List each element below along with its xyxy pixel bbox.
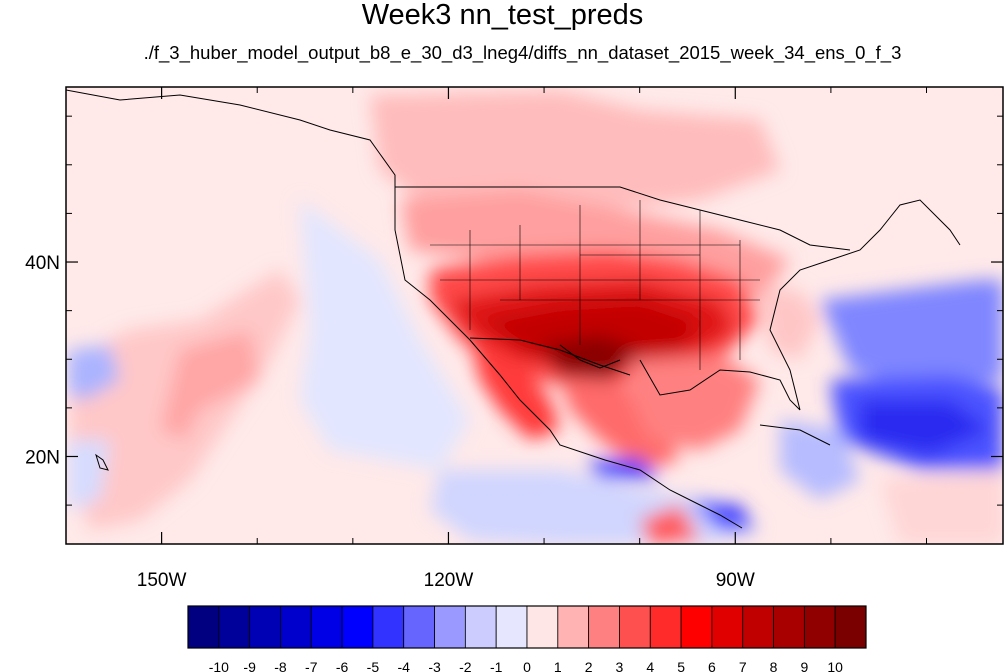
anomaly-region <box>480 300 700 370</box>
anomaly-region <box>540 335 640 380</box>
us-mexico-border <box>469 337 631 376</box>
anomaly-region <box>880 470 1003 544</box>
colorbar-label: 3 <box>616 659 624 672</box>
anomaly-region <box>585 458 660 480</box>
colorbar-swatch <box>280 605 312 649</box>
colorbar-label: -10 <box>209 659 229 672</box>
colorbar-swatch <box>742 605 774 649</box>
colorbar-label: 1 <box>554 659 562 672</box>
colorbar-label: -5 <box>367 659 380 672</box>
y-tick-label: 40N <box>25 253 60 274</box>
colorbar-label: -8 <box>274 659 287 672</box>
colorbar-swatch <box>372 605 405 649</box>
hawaii-outline <box>95 453 109 471</box>
colorbar-swatch <box>773 605 805 649</box>
north-america-coastline <box>66 89 961 529</box>
x-tick-label: 120W <box>424 570 474 591</box>
colorbar-label: 8 <box>770 659 778 672</box>
chart-subtitle: ./f_3_huber_model_output_b8_e_30_d3_lneg… <box>143 42 902 63</box>
colorbar-swatch <box>834 605 867 649</box>
colorbar-swatch <box>557 605 590 649</box>
colorbar-swatch <box>249 605 281 649</box>
coastlines <box>66 89 961 529</box>
colorbar-label: -9 <box>243 659 256 672</box>
plot-frame <box>65 86 1004 545</box>
colorbar-label: 4 <box>646 659 654 672</box>
colorbar-swatch <box>218 605 251 649</box>
colorbar-swatch <box>495 605 528 649</box>
chart-title: Week3 nn_test_preds <box>361 0 644 31</box>
colorbar-swatch <box>464 605 497 649</box>
colorbar-label: 6 <box>708 659 716 672</box>
anomaly-region <box>560 380 680 470</box>
colorbar-label: -7 <box>305 659 318 672</box>
colorbar-swatch <box>803 605 836 649</box>
plot-area <box>66 87 1003 544</box>
colorbar-swatch <box>680 605 713 649</box>
colorbar-label: 9 <box>800 659 808 672</box>
colorbar-swatch <box>341 605 374 649</box>
anomaly-region <box>690 500 755 530</box>
colorbar-swatch <box>649 605 682 649</box>
y-tick-label: 20N <box>25 447 60 468</box>
colorbar-label: 0 <box>523 659 531 672</box>
colorbar-swatch <box>310 605 343 649</box>
cuba-outline <box>759 424 831 446</box>
anomaly-region <box>630 355 760 450</box>
colorbar-label: -6 <box>336 659 349 672</box>
colorbar-swatch <box>711 605 744 649</box>
us-canada-border <box>395 186 851 251</box>
colorbar-label: 2 <box>585 659 593 672</box>
colorbar-label: 10 <box>827 659 843 672</box>
colorbar-swatch <box>588 605 620 649</box>
colorbar-swatch <box>526 605 559 649</box>
anomaly-region <box>68 345 120 400</box>
colorbar: -10 -9 -8 -7 -6 -5 -4 -3 -2 -1 0 1 2 3 4 5 6 7 8 9 10 <box>187 605 867 672</box>
x-tick-label: 90W <box>716 570 755 591</box>
colorbar-label: -4 <box>398 659 411 672</box>
colorbar-frame <box>187 605 867 649</box>
state-lines <box>430 200 760 370</box>
anomaly-region <box>640 505 700 544</box>
colorbar-label: -1 <box>490 659 503 672</box>
anomaly-field <box>68 90 1003 544</box>
colorbar-swatch <box>619 605 651 649</box>
colorbar-swatch <box>187 605 220 649</box>
anomaly-region <box>300 200 470 470</box>
axis-ticks: 150W 120W 90W 40N 20N <box>25 87 1003 591</box>
anomaly-region <box>160 330 260 440</box>
x-tick-label: 150W <box>137 570 187 591</box>
anomaly-region <box>370 90 780 210</box>
anomaly-region <box>820 280 1003 390</box>
anomaly-region <box>760 290 820 360</box>
anomaly-region <box>470 340 560 440</box>
colorbar-label: -2 <box>459 659 472 672</box>
colorbar-swatch <box>403 605 435 649</box>
colorbar-label: -3 <box>428 659 441 672</box>
anomaly-region <box>780 420 860 500</box>
anomaly-region <box>860 400 990 455</box>
colorbar-label: 7 <box>739 659 747 672</box>
colorbar-swatch <box>434 605 466 649</box>
colorbar-label: 5 <box>677 659 685 672</box>
